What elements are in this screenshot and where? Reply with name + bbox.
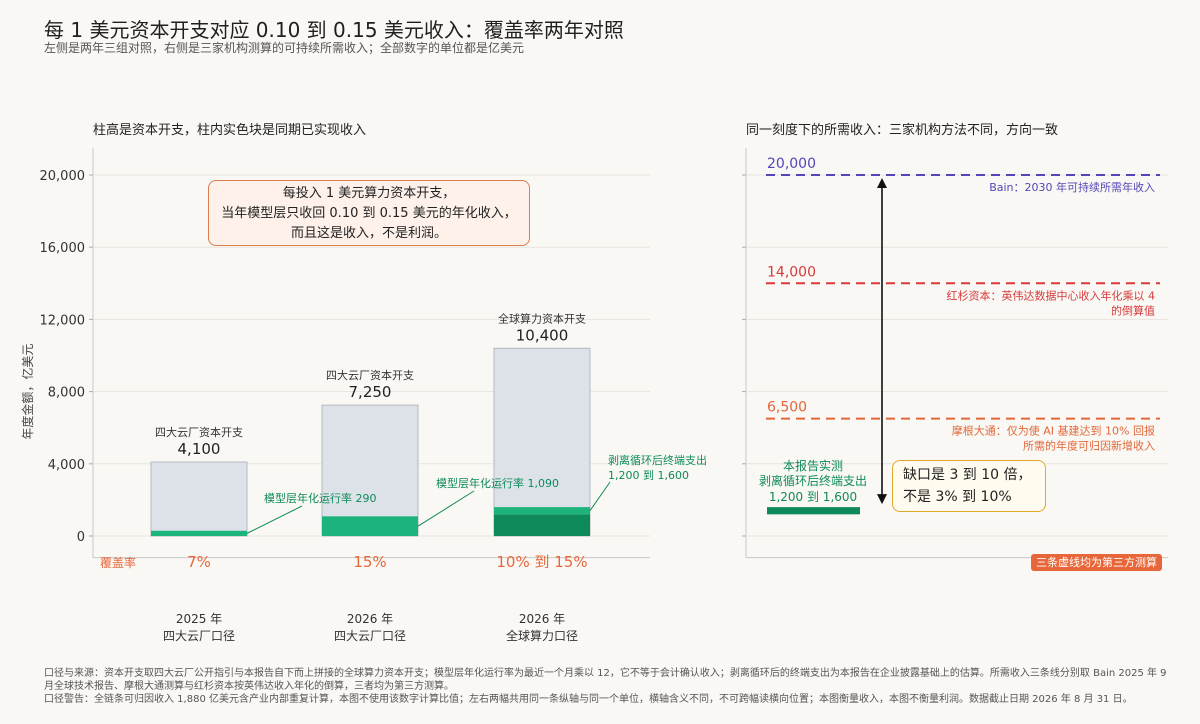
realized-leader-2: [417, 490, 475, 527]
note-line-3: 而且这是收入，不是利润。: [290, 226, 447, 241]
reference-value-label-1: 20,000: [767, 156, 816, 172]
left-y-axis-label: 年度金额，亿美元: [20, 344, 35, 440]
footer-notes: 口径与来源：资本开支取四大云厂公开指引与本报告自下而上拼接的全球算力资本开支；模…: [44, 667, 1174, 706]
category-label-line1: 2026 年: [519, 612, 565, 626]
realized-leader-3: [589, 481, 611, 512]
category-label-line2: 全球算力口径: [506, 628, 578, 643]
category-label-line1: 2025 年: [176, 612, 222, 626]
realized-bar: [322, 516, 418, 536]
category-label-line2: 四大云厂口径: [163, 629, 235, 643]
reference-desc-3-line1: 摩根大通：仅为使 AI 基建达到 10% 回报: [952, 424, 1155, 438]
actual-measured-bar: [767, 507, 860, 515]
reference-value-label-2: 14,000: [767, 264, 816, 280]
gap-line-2: 不是 3% 到 10%: [903, 489, 1012, 505]
realized-label-1: 模型层年化运行率 290: [264, 491, 377, 505]
left-y-tick-label: 20,000: [40, 169, 86, 184]
capex-bar: [493, 347, 591, 537]
realized-bar: [151, 530, 247, 536]
realized-label-3-line2: 1,200 到 1,600: [608, 469, 689, 482]
gap-callout: 缺口是 3 到 10 倍， 不是 3% 到 10%: [892, 460, 1046, 512]
left-note-box: 每投入 1 美元算力资本开支， 当年模型层只收回 0.10 到 0.15 美元的…: [208, 180, 530, 246]
actual-label-line2: 剥离循环后终端支出: [759, 473, 867, 488]
coverage-value: 10% 到 15%: [496, 553, 587, 571]
third-party-tag: 三条虚线均为第三方测算: [1031, 554, 1162, 571]
capex-value-label: 4,100: [178, 440, 221, 458]
left-y-tick-label: 12,000: [40, 313, 86, 328]
left-panel-title: 柱高是资本开支，柱内实色块是同期已实现收入: [93, 122, 366, 138]
left-y-tick-label: 16,000: [40, 241, 86, 256]
realized-label-3-line1: 剥离循环后终端支出: [608, 453, 707, 467]
note-line-2: 当年模型层只收回 0.10 到 0.15 美元的年化收入，: [221, 206, 517, 221]
left-y-tick-label: 4,000: [48, 458, 85, 473]
left-y-tick-label: 8,000: [48, 386, 85, 401]
actual-label-line1: 本报告实测: [783, 458, 843, 473]
page-subtitle: 左侧是两年三组对照，右侧是三家机构测算的可持续所需收入；全部数字的单位都是亿美元: [44, 41, 525, 55]
realized-leader-1: [246, 505, 303, 534]
coverage-row-label: 覆盖率: [100, 555, 136, 570]
gap-line-1: 缺口是 3 到 10 倍，: [903, 467, 1032, 483]
category-label-line2: 四大云厂口径: [334, 629, 406, 643]
reference-value-label-3: 6,500: [767, 400, 807, 416]
realized-bar-low: [494, 514, 590, 536]
capex-value-label: 7,250: [349, 383, 392, 401]
realized-label-2: 模型层年化运行率 1,090: [436, 476, 559, 490]
reference-desc-3-line2: 所需的年度可归因新增收入: [1023, 439, 1155, 453]
footer-line-3: 口径警告：全链条可归因收入 1,880 亿美元含产业内部重复计算，本图不使用该数…: [44, 694, 1133, 705]
footer-line-1: 口径与来源：资本开支取四大云厂公开指引与本报告自下而上拼接的全球算力资本开支；模…: [44, 668, 1167, 679]
left-y-tick-label: 0: [77, 530, 85, 545]
coverage-value: 15%: [353, 553, 386, 571]
footer-line-2: 月全球技术报告、摩根大通测算与红杉资本按英伟达收入年化的倒算，三者均为第三方测算…: [44, 681, 454, 692]
capex-name-label: 四大云厂资本开支: [326, 368, 414, 382]
note-line-1: 每投入 1 美元算力资本开支，: [282, 186, 456, 201]
reference-desc-1-line1: Bain：2030 年可持续所需年收入: [989, 180, 1155, 194]
coverage-value: 7%: [187, 553, 211, 571]
capex-bar: [150, 461, 248, 537]
capex-name-label: 四大云厂资本开支: [155, 425, 243, 439]
gap-arrow-head-bottom: [877, 494, 887, 505]
right-panel-title: 同一刻度下的所需收入：三家机构方法不同，方向一致: [746, 122, 1058, 138]
capex-name-label: 全球算力资本开支: [498, 311, 586, 325]
gap-arrow-head-top: [877, 178, 887, 188]
category-label-line1: 2026 年: [347, 612, 393, 626]
page-title: 每 1 美元资本开支对应 0.10 到 0.15 美元收入：覆盖率两年对照: [44, 18, 624, 42]
actual-label-line3: 1,200 到 1,600: [769, 490, 857, 504]
reference-desc-2-line1: 红杉资本：英伟达数据中心收入年化乘以 4: [947, 288, 1156, 302]
capex-value-label: 10,400: [516, 326, 569, 344]
realized-bar-range: [494, 507, 590, 515]
reference-desc-2-line2: 的倒算值: [1111, 303, 1155, 317]
